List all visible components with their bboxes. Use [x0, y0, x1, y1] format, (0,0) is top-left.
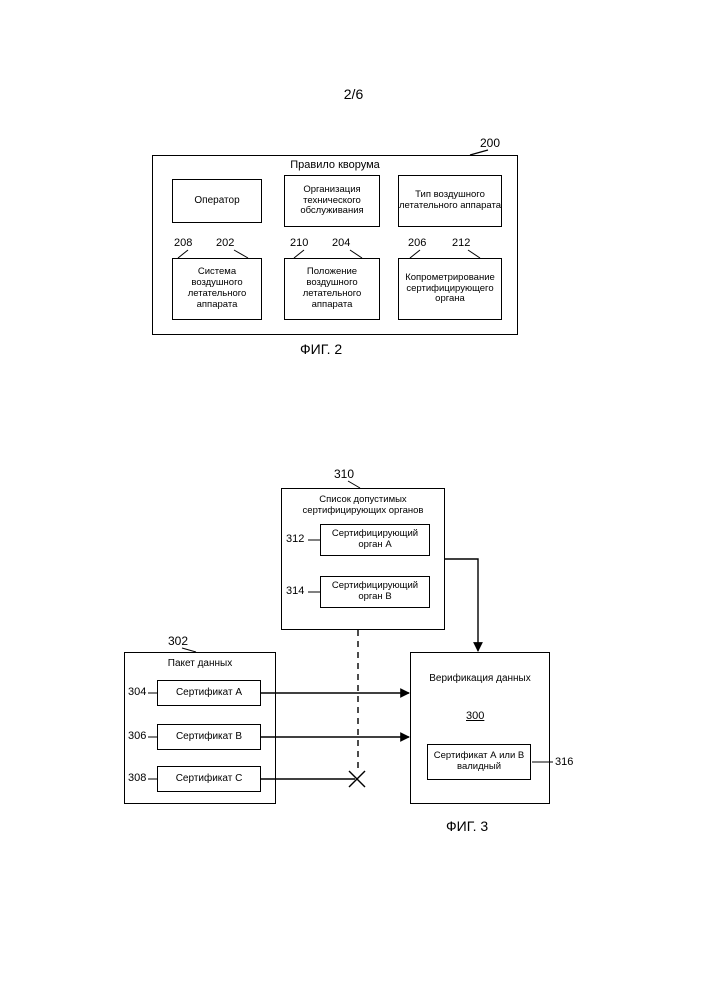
box-operator: Оператор — [172, 179, 262, 223]
ref-210: 210 — [290, 237, 308, 249]
page: 2/6 200 Правило кворума Оператор Организ… — [0, 0, 707, 1000]
box-cert-compromise: Копрометрирование сертифицирующего орган… — [398, 258, 502, 320]
allowed-title: Список допустимых сертифицирующих органо… — [284, 494, 442, 516]
ref-302: 302 — [168, 634, 188, 648]
ref-212: 212 — [452, 237, 470, 249]
authority-b-text: Сертифицирующий орган В — [321, 581, 429, 603]
ref-208: 208 — [174, 237, 192, 249]
fig2-title: Правило кворума — [152, 159, 518, 171]
box-aircraft-system: Система воздушного летательного аппарата — [172, 258, 262, 320]
cert-a: Сертификат А — [157, 680, 261, 706]
box-operator-text: Оператор — [194, 195, 239, 207]
box-aircraft-system-text: Система воздушного летательного аппарата — [173, 267, 261, 311]
box-cert-compromise-text: Копрометрирование сертифицирующего орган… — [399, 273, 501, 306]
cert-c: Сертификат С — [157, 766, 261, 792]
packet-title: Пакет данных — [124, 658, 276, 669]
ref-316: 316 — [555, 756, 573, 768]
fig3-caption: ФИГ. 3 — [446, 818, 488, 834]
box-aircraft-pos: Положение воздушного летательного аппара… — [284, 258, 380, 320]
ref-306: 306 — [128, 730, 146, 742]
authority-b: Сертифицирующий орган В — [320, 576, 430, 608]
ref-200: 200 — [480, 136, 500, 150]
ref-312: 312 — [286, 533, 304, 545]
verification-result-text: Сертификат А или В валидный — [428, 751, 530, 773]
ref-310: 310 — [334, 467, 354, 481]
box-aircraft-type-text: Тип воздушного летательного аппарата — [399, 190, 501, 212]
box-aircraft-type: Тип воздушного летательного аппарата — [398, 175, 502, 227]
cert-b-text: Сертификат В — [176, 731, 242, 743]
authority-a: Сертифицирующий орган А — [320, 524, 430, 556]
cert-c-text: Сертификат С — [176, 773, 243, 785]
verification-title: Верификация данных — [410, 672, 550, 685]
ref-308: 308 — [128, 772, 146, 784]
ref-300: 300 — [466, 710, 484, 722]
ref-206: 206 — [408, 237, 426, 249]
ref-204: 204 — [332, 237, 350, 249]
cert-a-text: Сертификат А — [176, 687, 242, 699]
page-number: 2/6 — [0, 86, 707, 102]
fig2-caption: ФИГ. 2 — [300, 341, 342, 357]
ref-304: 304 — [128, 686, 146, 698]
ref-314: 314 — [286, 585, 304, 597]
cert-b: Сертификат В — [157, 724, 261, 750]
box-aircraft-pos-text: Положение воздушного летательного аппара… — [285, 267, 379, 311]
verification-result: Сертификат А или В валидный — [427, 744, 531, 780]
box-maintenance: Организация технического обслуживания — [284, 175, 380, 227]
ref-202: 202 — [216, 237, 234, 249]
authority-a-text: Сертифицирующий орган А — [321, 529, 429, 551]
box-maintenance-text: Организация технического обслуживания — [285, 185, 379, 218]
